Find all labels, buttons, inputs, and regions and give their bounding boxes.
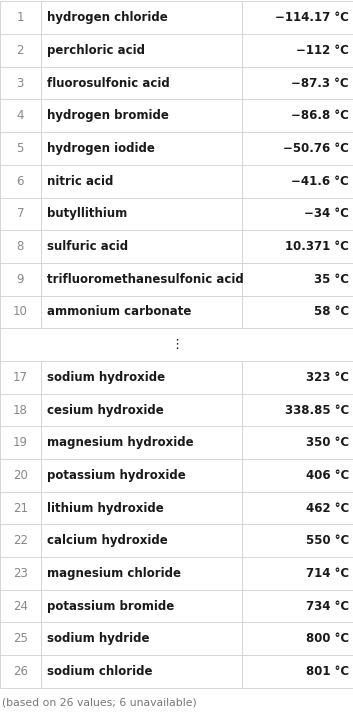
Text: nitric acid: nitric acid (47, 174, 113, 188)
Text: butyllithium: butyllithium (47, 207, 127, 220)
Text: 350 °C: 350 °C (306, 436, 349, 449)
Text: 714 °C: 714 °C (306, 567, 349, 580)
Text: 10: 10 (13, 305, 28, 318)
Text: 10.371 °C: 10.371 °C (285, 240, 349, 253)
Text: trifluoromethanesulfonic acid: trifluoromethanesulfonic acid (47, 272, 244, 286)
Text: cesium hydroxide: cesium hydroxide (47, 403, 164, 417)
Text: −86.8 °C: −86.8 °C (291, 109, 349, 122)
Text: −50.76 °C: −50.76 °C (283, 142, 349, 155)
Text: (based on 26 values; 6 unavailable): (based on 26 values; 6 unavailable) (2, 698, 197, 708)
Text: calcium hydroxide: calcium hydroxide (47, 534, 168, 547)
Text: 800 °C: 800 °C (306, 632, 349, 646)
Text: 323 °C: 323 °C (306, 371, 349, 384)
Text: 734 °C: 734 °C (306, 600, 349, 613)
Text: 58 °C: 58 °C (313, 305, 349, 318)
Text: ammonium carbonate: ammonium carbonate (47, 305, 191, 318)
Text: −114.17 °C: −114.17 °C (275, 11, 349, 24)
Text: 22: 22 (13, 534, 28, 547)
Text: sodium hydride: sodium hydride (47, 632, 149, 646)
Text: 9: 9 (17, 272, 24, 286)
Text: perchloric acid: perchloric acid (47, 44, 145, 57)
Text: −112 °C: −112 °C (296, 44, 349, 57)
Text: 8: 8 (17, 240, 24, 253)
Text: 801 °C: 801 °C (306, 665, 349, 678)
Text: potassium hydroxide: potassium hydroxide (47, 469, 186, 482)
Text: sulfuric acid: sulfuric acid (47, 240, 128, 253)
Text: 462 °C: 462 °C (305, 501, 349, 515)
Text: 23: 23 (13, 567, 28, 580)
Text: 550 °C: 550 °C (305, 534, 349, 547)
Text: lithium hydroxide: lithium hydroxide (47, 501, 164, 515)
Text: 26: 26 (13, 665, 28, 678)
Text: potassium bromide: potassium bromide (47, 600, 174, 613)
Text: 5: 5 (17, 142, 24, 155)
Text: magnesium hydroxide: magnesium hydroxide (47, 436, 193, 449)
Text: 35 °C: 35 °C (314, 272, 349, 286)
Text: 2: 2 (17, 44, 24, 57)
Text: 19: 19 (13, 436, 28, 449)
Text: magnesium chloride: magnesium chloride (47, 567, 181, 580)
Text: hydrogen bromide: hydrogen bromide (47, 109, 169, 122)
Text: 6: 6 (17, 174, 24, 188)
Text: 4: 4 (17, 109, 24, 122)
Text: 21: 21 (13, 501, 28, 515)
Text: hydrogen chloride: hydrogen chloride (47, 11, 168, 24)
Text: 406 °C: 406 °C (305, 469, 349, 482)
Text: hydrogen iodide: hydrogen iodide (47, 142, 155, 155)
Text: 18: 18 (13, 403, 28, 417)
Text: 1: 1 (17, 11, 24, 24)
Text: 25: 25 (13, 632, 28, 646)
Text: −41.6 °C: −41.6 °C (291, 174, 349, 188)
Text: fluorosulfonic acid: fluorosulfonic acid (47, 77, 170, 89)
Text: 338.85 °C: 338.85 °C (285, 403, 349, 417)
Text: 17: 17 (13, 371, 28, 384)
Text: ⋮: ⋮ (170, 338, 183, 351)
Text: 7: 7 (17, 207, 24, 220)
Text: sodium chloride: sodium chloride (47, 665, 152, 678)
Text: −87.3 °C: −87.3 °C (291, 77, 349, 89)
Text: 3: 3 (17, 77, 24, 89)
Text: 24: 24 (13, 600, 28, 613)
Text: 20: 20 (13, 469, 28, 482)
Text: −34 °C: −34 °C (304, 207, 349, 220)
Text: sodium hydroxide: sodium hydroxide (47, 371, 165, 384)
